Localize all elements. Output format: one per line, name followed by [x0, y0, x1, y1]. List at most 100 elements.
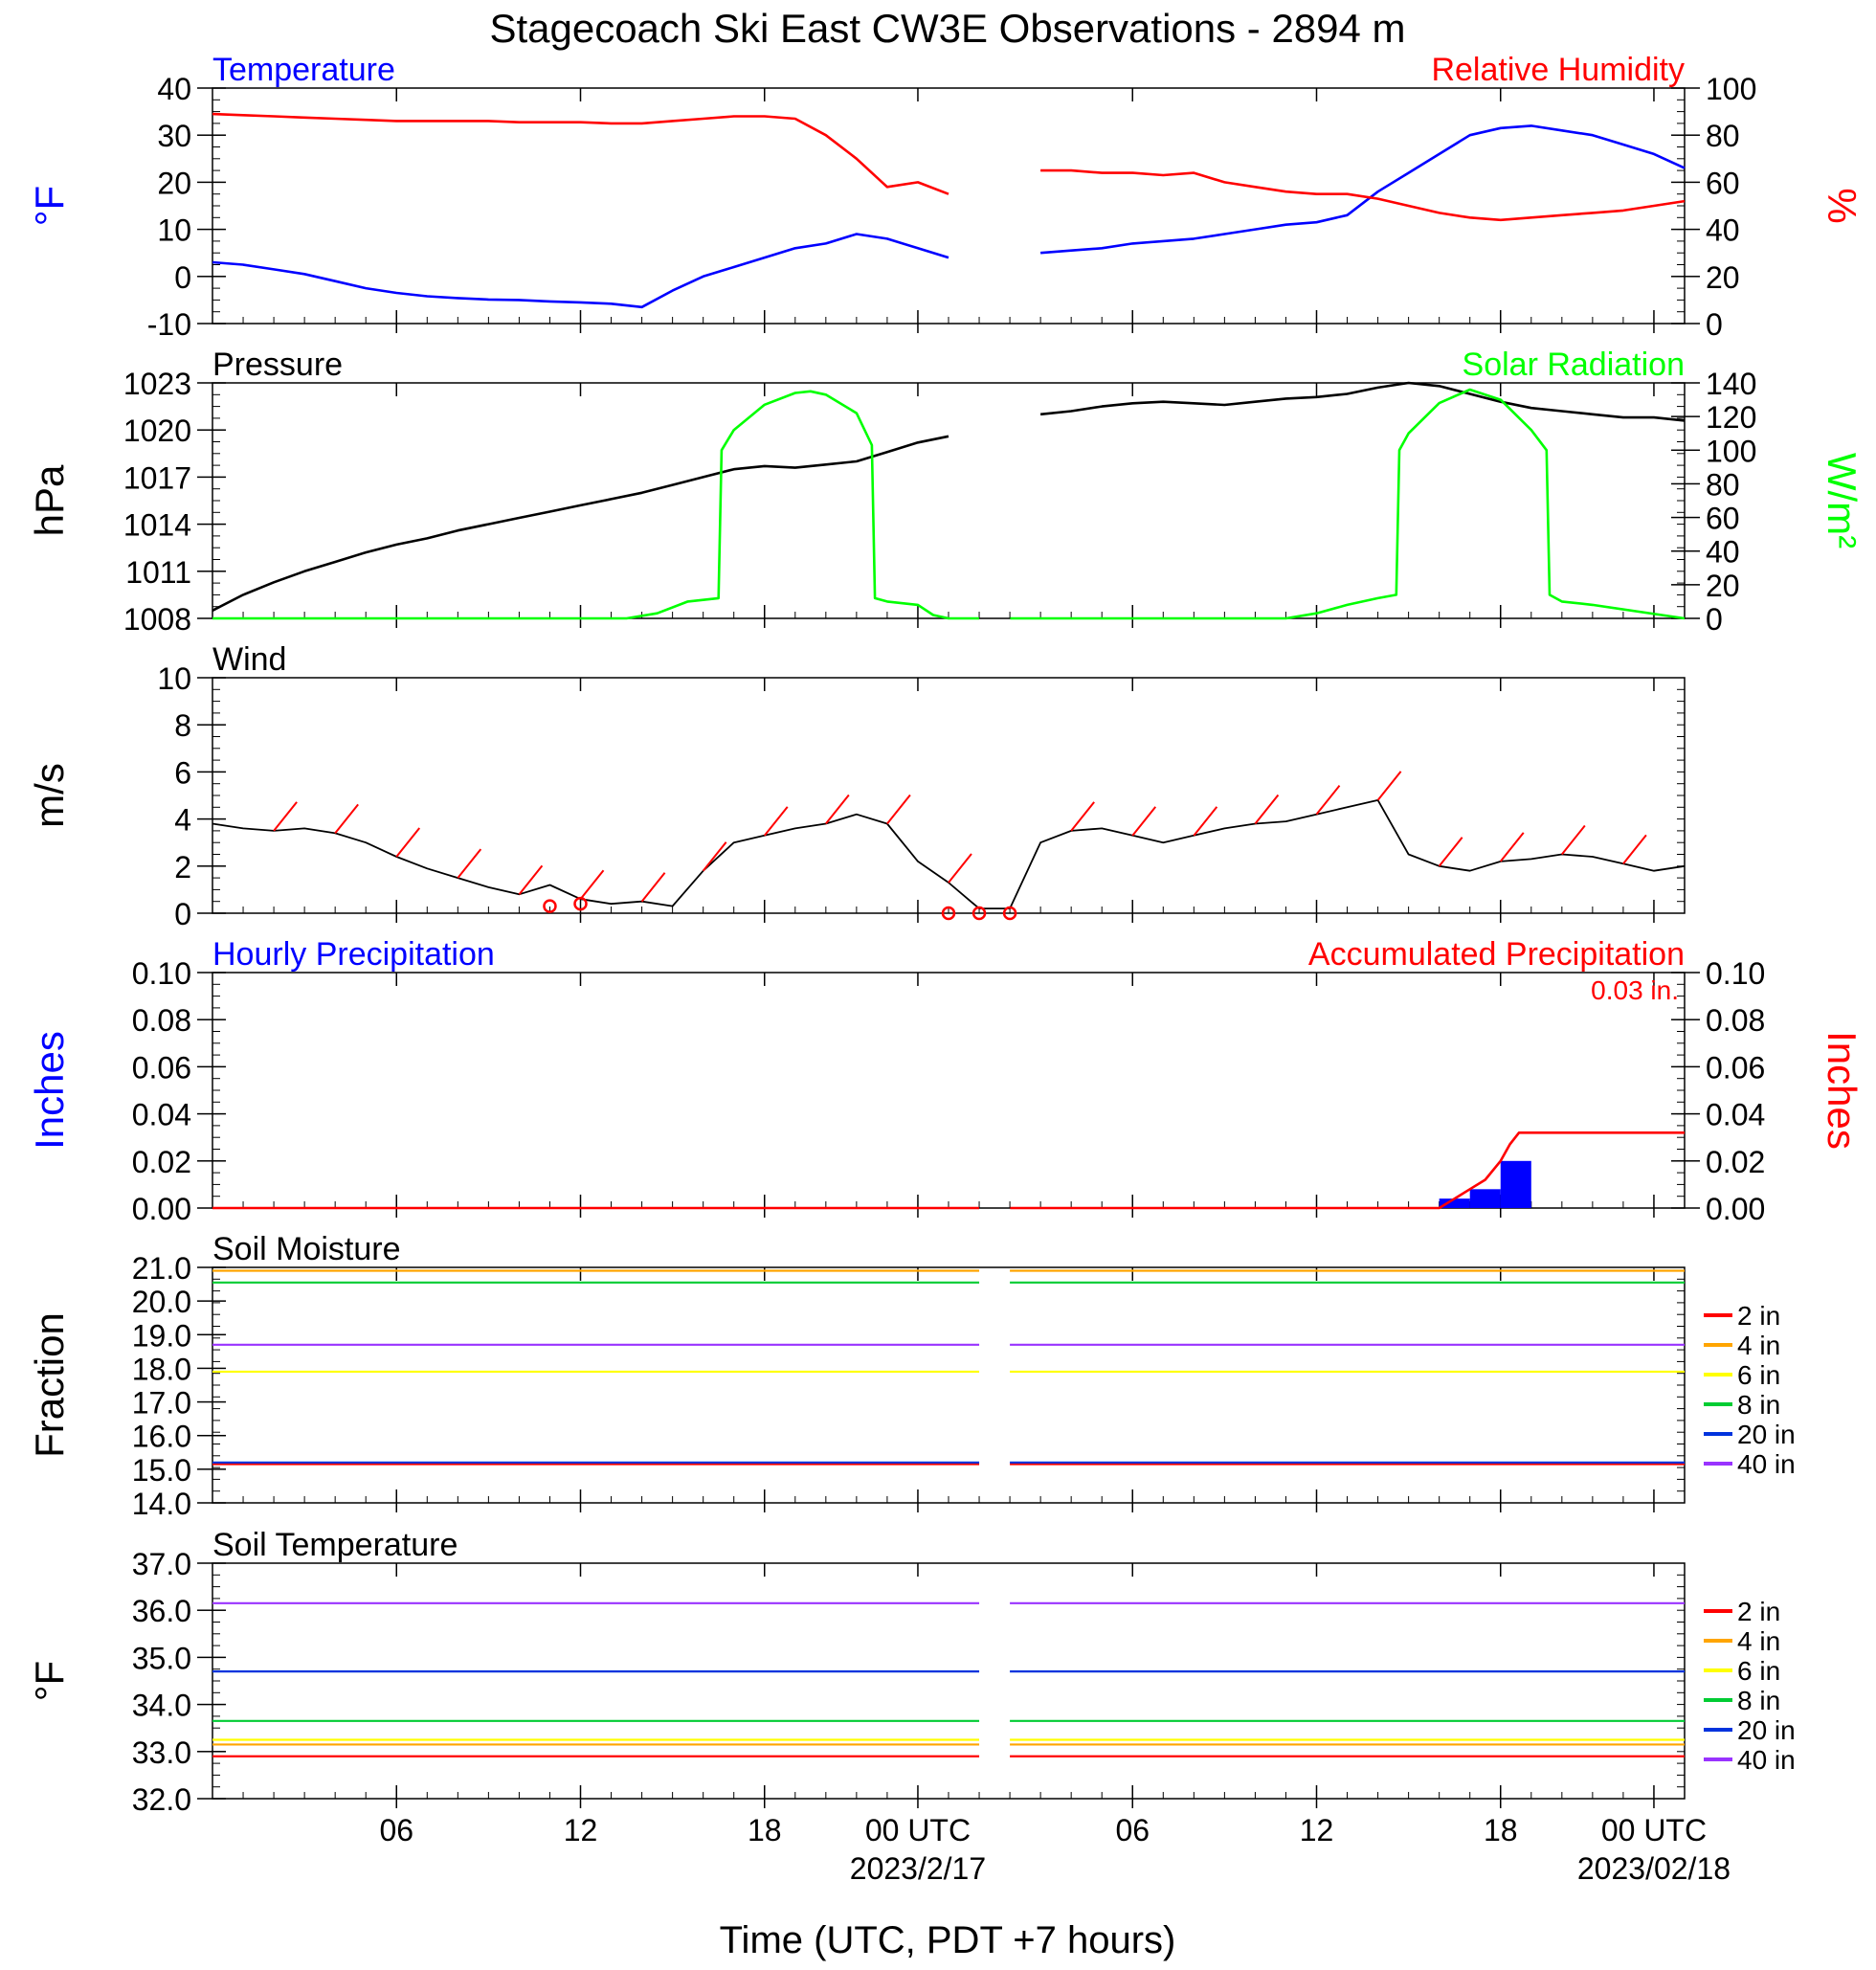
wind-barb [1315, 785, 1341, 816]
series-line-accum [212, 1131, 1685, 1210]
legend-label: 40 in [1737, 1449, 1796, 1479]
y-tick-label: 0.00 [132, 1192, 191, 1226]
y-tick-label: 32.0 [132, 1782, 191, 1817]
wind-barb [1561, 824, 1586, 856]
right-axis-unit-label: W/m² [1820, 453, 1865, 548]
y-tick-label: 21.0 [132, 1251, 191, 1286]
y-tick-label: 0 [1706, 307, 1723, 342]
y-tick-label: 140 [1706, 367, 1756, 401]
panel-left-title: Wind [212, 641, 286, 678]
wind-barb [702, 841, 727, 872]
x-tick-label: 06 [379, 1813, 413, 1847]
y-tick-label: 4 [174, 803, 191, 838]
right-axis-unit-label: Inches [1820, 1031, 1865, 1150]
x-tick-label: 12 [564, 1813, 598, 1847]
wind-barb [273, 801, 298, 832]
plot-frame [212, 1266, 1686, 1504]
x-tick-label: 12 [1300, 1813, 1334, 1847]
wind-barb [457, 848, 482, 879]
wind-barb [1376, 771, 1402, 801]
y-tick-label: 18.0 [132, 1352, 191, 1386]
left-axis-unit-label: °F [27, 1661, 72, 1701]
y-tick-label: 40 [1706, 535, 1740, 570]
wind-barb [825, 794, 850, 825]
y-tick-label: 15.0 [132, 1453, 191, 1488]
y-tick-label: 0.02 [1706, 1145, 1765, 1179]
wind-barb [518, 864, 544, 895]
y-tick-label: 35.0 [132, 1641, 191, 1675]
y-tick-label: 1020 [123, 414, 191, 448]
calm-marker [1002, 906, 1017, 921]
x-date-label: 2023/2/17 [850, 1851, 986, 1886]
y-tick-label: 0.08 [132, 1003, 191, 1038]
panel-left-title: Temperature [212, 52, 395, 88]
y-tick-label: 36.0 [132, 1594, 191, 1628]
y-tick-label: 0.04 [1706, 1098, 1765, 1132]
left-axis-unit-label: m/s [27, 763, 72, 828]
y-tick-label: 60 [1706, 166, 1740, 200]
wind-barb [579, 869, 605, 900]
y-tick-label: 17.0 [132, 1386, 191, 1421]
precip-bar [1500, 1160, 1531, 1208]
y-tick-label: 10 [157, 661, 191, 696]
legend-label: 4 in [1737, 1331, 1780, 1360]
legend-label: 8 in [1737, 1686, 1780, 1715]
y-tick-label: 20 [1706, 569, 1740, 603]
series-line-1 [212, 112, 1686, 222]
series-line-0 [212, 124, 1686, 309]
y-tick-label: 37.0 [132, 1547, 191, 1581]
y-tick-label: 0 [1706, 602, 1723, 637]
wind-barb [395, 827, 421, 858]
calm-marker [972, 906, 987, 921]
wind-barb [640, 872, 666, 903]
y-tick-label: 100 [1706, 72, 1756, 106]
plot-frame [212, 382, 1686, 619]
y-tick-label: 0.06 [1706, 1050, 1765, 1085]
y-tick-label: 20 [157, 166, 191, 200]
calm-marker [941, 906, 956, 921]
panel-right-title: Relative Humidity [1431, 52, 1685, 88]
y-tick-label: 80 [1706, 467, 1740, 502]
y-tick-label: 2 [174, 850, 191, 884]
x-tick-label: 00 UTC [865, 1813, 971, 1847]
y-tick-label: -10 [147, 307, 191, 342]
legend-label: 2 in [1737, 1597, 1780, 1626]
y-tick-label: 1017 [123, 460, 191, 495]
legend-label: 20 in [1737, 1420, 1796, 1449]
wind-barb [1254, 794, 1280, 825]
right-axis-unit-label: % [1820, 188, 1865, 223]
wind-barb [1070, 801, 1095, 832]
y-tick-label: 6 [174, 755, 191, 790]
wind-barb [1622, 834, 1647, 864]
legend-label: 8 in [1737, 1390, 1780, 1420]
x-tick-label: 00 UTC [1601, 1813, 1707, 1847]
y-tick-label: 20.0 [132, 1285, 191, 1319]
wind-barb [1131, 806, 1157, 837]
wind-barb [948, 853, 972, 884]
plot-frame [212, 677, 1686, 914]
wind-barb [334, 803, 359, 834]
y-tick-label: 19.0 [132, 1318, 191, 1353]
x-tick-label: 18 [748, 1813, 782, 1847]
y-tick-label: 60 [1706, 502, 1740, 536]
wind-barb [1499, 832, 1525, 862]
y-tick-label: 120 [1706, 400, 1756, 435]
plot-frame [212, 1562, 1686, 1800]
y-tick-label: 1008 [123, 602, 191, 637]
y-tick-label: 33.0 [132, 1735, 191, 1770]
y-tick-label: 0.10 [1706, 956, 1765, 991]
y-tick-label: 30 [157, 119, 191, 153]
panel-left-title: Hourly Precipitation [212, 936, 495, 973]
y-tick-label: 0.08 [1706, 1003, 1765, 1038]
x-tick-label: 18 [1484, 1813, 1518, 1847]
left-axis-unit-label: Fraction [27, 1312, 72, 1458]
y-tick-label: 40 [157, 72, 191, 106]
wind-barb [1438, 837, 1463, 867]
wind-barb [886, 794, 911, 825]
legend-label: 40 in [1737, 1745, 1796, 1775]
y-tick-label: 0.02 [132, 1145, 191, 1179]
y-tick-label: 40 [1706, 213, 1740, 248]
y-tick-label: 1023 [123, 367, 191, 401]
x-axis-label: Time (UTC, PDT +7 hours) [720, 1919, 1176, 1961]
